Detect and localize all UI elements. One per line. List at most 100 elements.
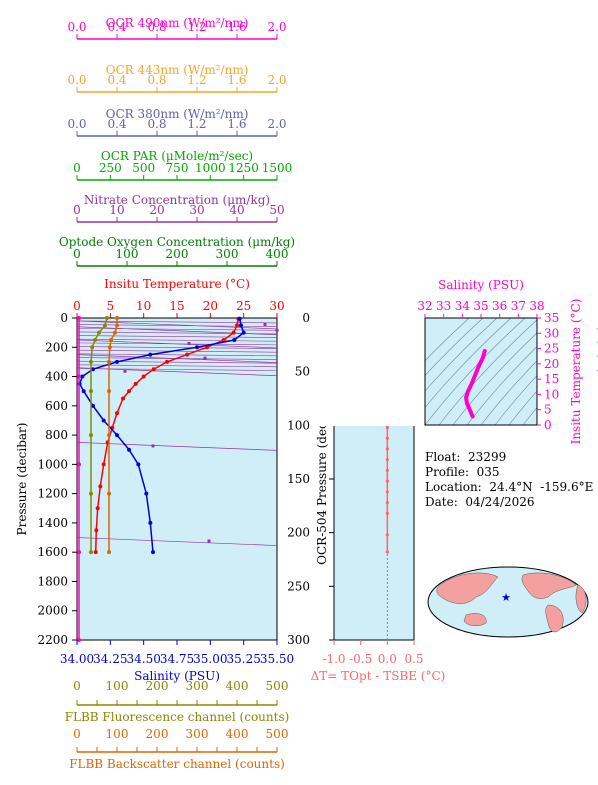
ts-temperature-tick-label: 5	[544, 403, 552, 417]
dt-pressure-tick-label: 50	[295, 365, 310, 379]
backscatter-tick-label: 400	[226, 727, 249, 741]
ocr490-tick-label: 0.8	[147, 20, 166, 34]
dt-point	[385, 436, 389, 440]
main-series	[77, 316, 246, 642]
backscatter-point	[115, 316, 119, 320]
ts-temperature-tick-label: 20	[544, 357, 559, 371]
salinity-point	[115, 433, 119, 438]
temperature-point	[221, 337, 226, 342]
pressure-tick-label: 1200	[37, 487, 68, 501]
ocr443-tick-label: 0.0	[67, 73, 86, 87]
pressure-tick-label: 1800	[37, 574, 68, 588]
fluorescence-point	[89, 433, 93, 438]
pressure-tick-label: 0	[60, 311, 68, 325]
backscatter-tick-label: 200	[146, 727, 169, 741]
backscatter-axis-label: FLBB Backscatter channel (counts)	[69, 757, 285, 771]
dt-point	[385, 479, 389, 483]
dt-tick-label: 0.5	[404, 652, 423, 666]
pressure-axis-label: Pressure (decibar)	[15, 423, 29, 536]
salinity-point	[91, 403, 95, 408]
delta-t-plot: 0 50 100 150 200 250 300 OCR-504 Pressure (deci…	[287, 311, 445, 683]
float-location-marker: ★	[501, 591, 511, 604]
fluorescence-profile-line	[90, 317, 108, 553]
temperature-point	[94, 528, 99, 533]
fluorescence-point	[103, 323, 107, 328]
par-tick-label: 750	[166, 161, 189, 175]
nitrate-axis-label: Nitrate Concentration (μm/kg)	[84, 193, 270, 207]
temperature-point	[115, 411, 119, 416]
nitrate-tick-label: 10	[109, 203, 124, 217]
ts-clip-left	[315, 317, 425, 426]
oxygen-tick-label: 100	[116, 247, 139, 261]
salinity-point	[195, 345, 199, 350]
backscatter-point	[113, 330, 117, 335]
nitrate-tick-label: 40	[229, 203, 244, 217]
nitrate-line	[76, 320, 278, 330]
salinity-point	[91, 367, 95, 372]
ts-curve	[464, 349, 487, 419]
nitrate-line	[76, 368, 278, 371]
backscatter-point	[107, 433, 111, 438]
backscatter-tick-label: 300	[186, 727, 209, 741]
fluorescence-point	[93, 337, 97, 342]
pressure-tick-label: 1000	[37, 457, 68, 471]
backscatter-point	[107, 345, 112, 350]
fluorescence-axis-label: FLBB Fluorescence channel (counts)	[65, 710, 290, 724]
fluorescence-point	[89, 359, 93, 364]
dt-point	[385, 550, 389, 554]
location: Location: 24.4°N -159.6°E	[425, 480, 594, 494]
dt-point	[385, 501, 389, 505]
dt-tick-label: 0.0	[378, 652, 397, 666]
dt-pressure-tick-label: 100	[287, 418, 310, 432]
ts-temperature-axis-label: Insitu Temperature (°C)	[569, 299, 583, 445]
pressure-tick-label: 2200	[37, 633, 68, 647]
backscatter-point	[107, 359, 111, 364]
nitrate-line	[76, 442, 278, 451]
ocr490-axis-label: OCR 490nm (W/m²/nm)	[106, 16, 249, 30]
par-tick-label: 1500	[262, 161, 293, 175]
salinity-point	[237, 316, 242, 321]
top-axes: OCR 490nm (W/m²/nm) 0.0 0.4 0.8 1.2 1.6 2.0 OCR…	[59, 16, 295, 318]
fluorescence-point	[89, 491, 93, 496]
salinity-point	[136, 462, 141, 467]
fluorescence-tick-label: 300	[186, 679, 209, 693]
dt-point	[385, 447, 389, 451]
salinity-point	[151, 550, 155, 555]
ts-salinity-tick-label: 34	[455, 299, 471, 313]
nitrate-point	[275, 328, 279, 332]
world-map: ★	[427, 566, 589, 638]
salinity-tick-label: 35.50	[260, 652, 294, 666]
ocr490-point	[77, 550, 81, 555]
temperature-point	[98, 484, 103, 489]
backscatter-tick-label: 100	[106, 727, 129, 741]
salinity-point	[148, 352, 153, 357]
ocr380-tick-label: 1.6	[227, 117, 246, 131]
dt-pressure-tick-label: 0	[302, 311, 310, 325]
nitrate-line	[76, 320, 278, 324]
dt-point	[385, 458, 389, 462]
nitrate-point	[207, 539, 211, 543]
ts-density-contour	[438, 317, 540, 426]
nitrate-point	[151, 444, 155, 448]
pressure-tick-label: 1600	[37, 545, 68, 559]
fluorescence-tick-label: 500	[266, 679, 289, 693]
ts-temperature-tick-label: 25	[544, 342, 559, 356]
ocr490-point	[77, 462, 81, 467]
nitrate-tick-label: 50	[269, 203, 284, 217]
salinity-tick-label: 34.50	[126, 652, 160, 666]
dt-point	[385, 490, 389, 494]
temperature-point	[121, 396, 125, 401]
fluorescence-tick-label: 400	[226, 679, 249, 693]
map-land-australia	[463, 613, 487, 626]
backscatter-point	[107, 491, 111, 496]
profile-number: Profile: 035	[425, 465, 500, 479]
backscatter-point	[109, 337, 113, 342]
temperature-point	[93, 550, 98, 555]
ts-clip-right	[537, 317, 597, 426]
temperature-point	[231, 330, 236, 335]
temperature-axis-label: Insitu Temperature (°C)	[104, 277, 250, 291]
nitrate-point	[203, 356, 207, 360]
salinity-point	[81, 389, 86, 394]
salinity-tick-label: 34.75	[160, 652, 194, 666]
